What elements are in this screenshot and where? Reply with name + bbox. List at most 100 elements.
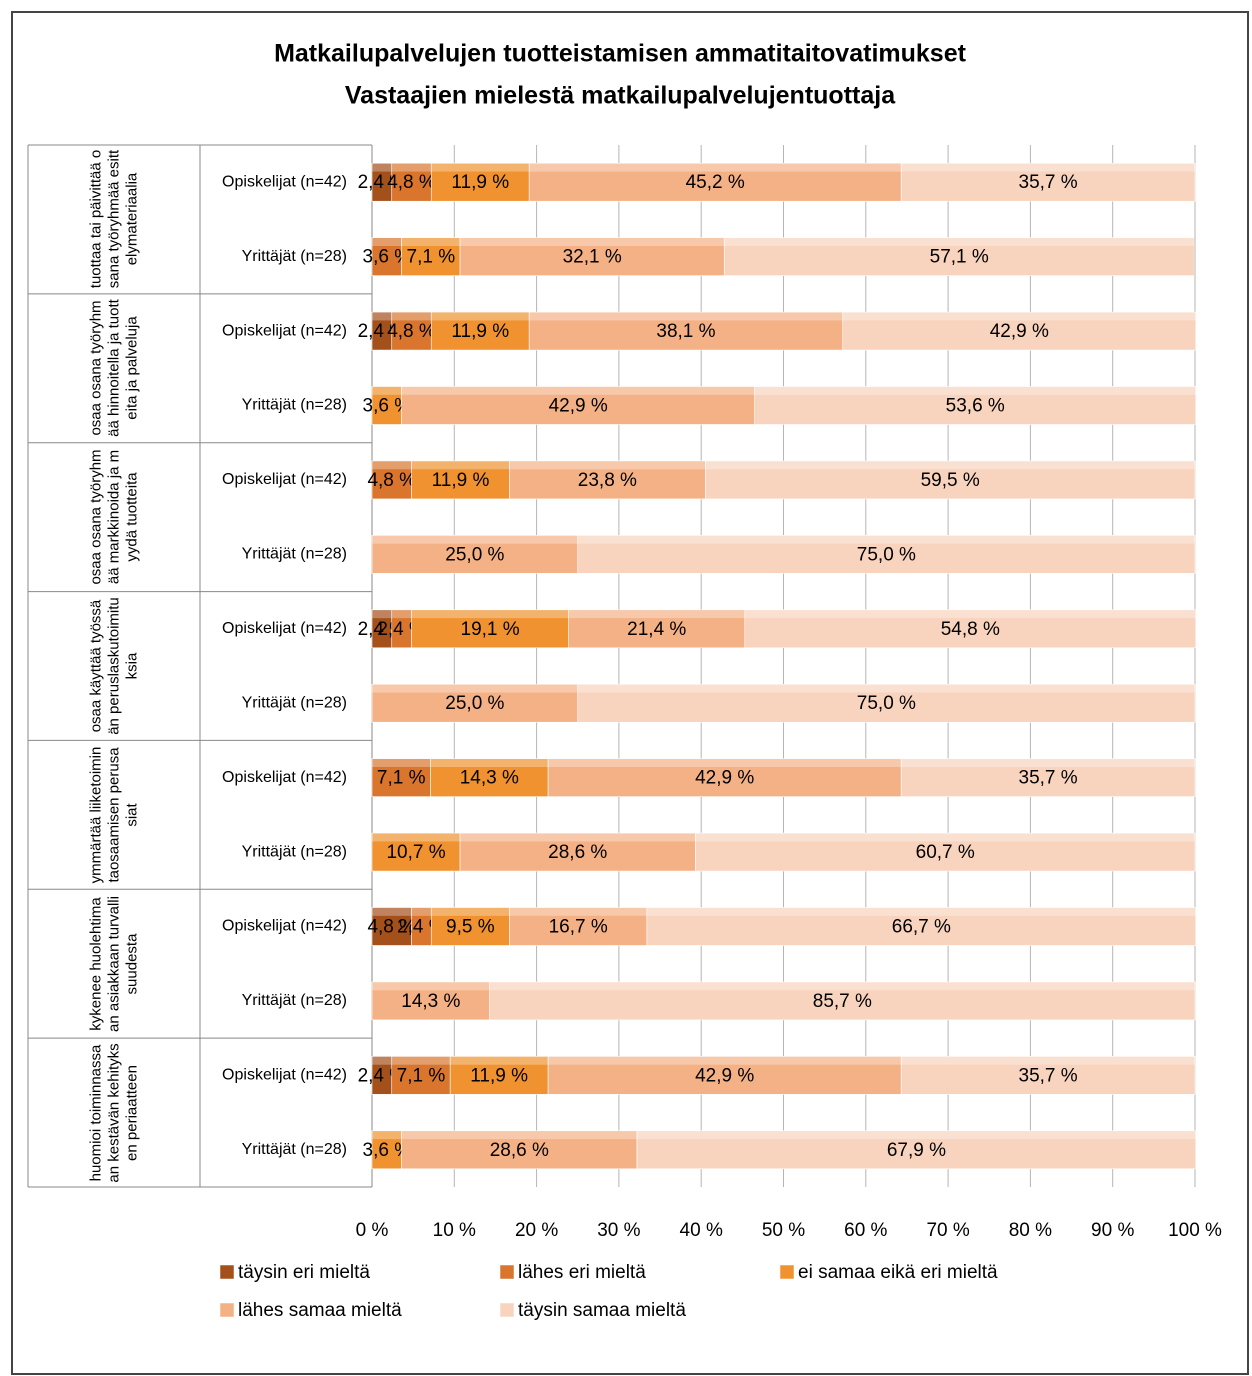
bar-segment (401, 1130, 638, 1170)
x-tick-label: 20 % (515, 1220, 558, 1241)
bar-segment (568, 609, 746, 649)
bar-segment (401, 386, 755, 425)
category-label: Opiskelijat (n=42) (222, 471, 347, 488)
bar-segment (509, 907, 648, 946)
chart-subtitle: Vastaajien mielestä matkailupalvelujentu… (345, 82, 896, 110)
group-label: kykenee huolehtimaan asiakkaan turvallis… (86, 895, 140, 1032)
bar-segment (371, 386, 402, 425)
bar-segment (636, 1130, 1197, 1170)
category-label: Opiskelijat (n=42) (222, 322, 347, 339)
x-tick-label: 70 % (926, 1220, 969, 1241)
data-label: 11,9 % (470, 1065, 528, 1086)
bar-shine (372, 1130, 402, 1140)
bar-segment (459, 237, 725, 276)
bar-segment (723, 237, 1195, 276)
data-label: 67,9 % (887, 1140, 946, 1161)
bar-shine (431, 907, 510, 916)
x-tick-label: 50 % (762, 1220, 805, 1241)
bar-segment (646, 907, 1197, 946)
x-tick-label: 10 % (433, 1220, 476, 1241)
x-tick-label: 60 % (844, 1220, 887, 1241)
bar-shine (577, 535, 1195, 544)
bar-shine (372, 684, 578, 693)
bar-segment (371, 832, 461, 872)
data-label: 38,1 % (656, 321, 715, 342)
group-label: tuottaa tai päivittää osana työryhmää es… (86, 150, 140, 289)
data-label: 45,2 % (686, 172, 745, 193)
data-label: 11,9 % (451, 172, 509, 193)
bar-shine (637, 1130, 1196, 1140)
bar-shine (529, 312, 843, 321)
bar-shine (372, 237, 402, 247)
data-label: 19,1 % (461, 619, 520, 640)
legend-label: ei samaa eikä eri mieltä (798, 1262, 998, 1283)
bar-shine (372, 460, 412, 470)
bar-shine (460, 833, 696, 842)
legend-swatch (779, 1264, 795, 1280)
x-tick-label: 80 % (1009, 1220, 1052, 1241)
bar-shine (509, 907, 647, 916)
bar-segment (547, 758, 902, 797)
data-label: 7,1 % (407, 247, 456, 268)
data-label: 28,6 % (490, 1140, 549, 1161)
bar-segment (705, 460, 1196, 500)
category-label: Yrittäjät (n=28) (242, 546, 347, 563)
bar-shine (372, 312, 392, 321)
bar-shine (372, 535, 578, 544)
data-label: 3,6 % (363, 1140, 412, 1161)
bar-shine (431, 312, 530, 321)
data-label: 10,7 % (386, 842, 445, 863)
bar-shine (901, 1056, 1195, 1065)
data-label: 42,9 % (990, 321, 1049, 342)
category-label: Opiskelijat (n=42) (222, 918, 347, 935)
legend-swatch (219, 1264, 235, 1280)
bar-segment (900, 162, 1196, 202)
category-label: Opiskelijat (n=42) (222, 173, 347, 190)
legend-label: lähes samaa mieltä (238, 1300, 402, 1321)
data-label: 16,7 % (549, 917, 608, 938)
bar-segment (547, 1056, 902, 1095)
bar-shine (509, 460, 706, 470)
bar-shine (724, 237, 1195, 247)
bar-shine (372, 163, 392, 172)
bar-shine (705, 460, 1195, 470)
bar-shine (744, 609, 1196, 619)
bar-shine (401, 386, 755, 395)
bar-segment (754, 386, 1197, 425)
data-label: 25,0 % (445, 544, 504, 565)
bar-shine (401, 237, 461, 247)
data-label: 75,0 % (857, 544, 916, 565)
data-label: 4,8 % (387, 172, 436, 193)
bar-segment (577, 535, 1196, 574)
bar-shine (577, 684, 1195, 693)
bar-segment (528, 162, 902, 202)
bar-shine (372, 907, 412, 916)
x-tick-label: 0 % (356, 1220, 389, 1241)
chart-title: Matkailupalvelujen tuotteistamisen ammat… (274, 40, 967, 68)
bar-segment (371, 907, 412, 946)
data-label: 54,8 % (941, 619, 1000, 640)
bar-shine (754, 386, 1196, 395)
bar-shine (489, 981, 1196, 991)
data-label: 75,0 % (857, 693, 916, 714)
data-label: 7,1 % (397, 1065, 446, 1086)
group-label: ymmärtää liiketoimintaosaamisen perusasi… (86, 746, 140, 884)
data-label: 3,6 % (363, 396, 412, 417)
data-label: 11,9 % (451, 321, 509, 342)
bar-segment (371, 237, 402, 276)
bar-shine (391, 609, 412, 619)
data-label: 25,0 % (445, 693, 504, 714)
bar-shine (548, 1056, 902, 1065)
data-label: 42,9 % (695, 768, 754, 789)
bar-shine (411, 609, 569, 619)
data-label: 4,8 % (367, 470, 416, 491)
bar-segment (411, 609, 569, 649)
bar-segment (577, 683, 1196, 723)
frame (11, 11, 1249, 1375)
bar-shine (372, 833, 461, 842)
data-label: 42,9 % (549, 396, 608, 417)
group-label: huomioi toiminnassaan kestävän kehitykse… (86, 1042, 140, 1183)
data-label: 3,6 % (363, 247, 412, 268)
data-label: 11,9 % (432, 470, 490, 491)
bar-segment (509, 460, 706, 500)
